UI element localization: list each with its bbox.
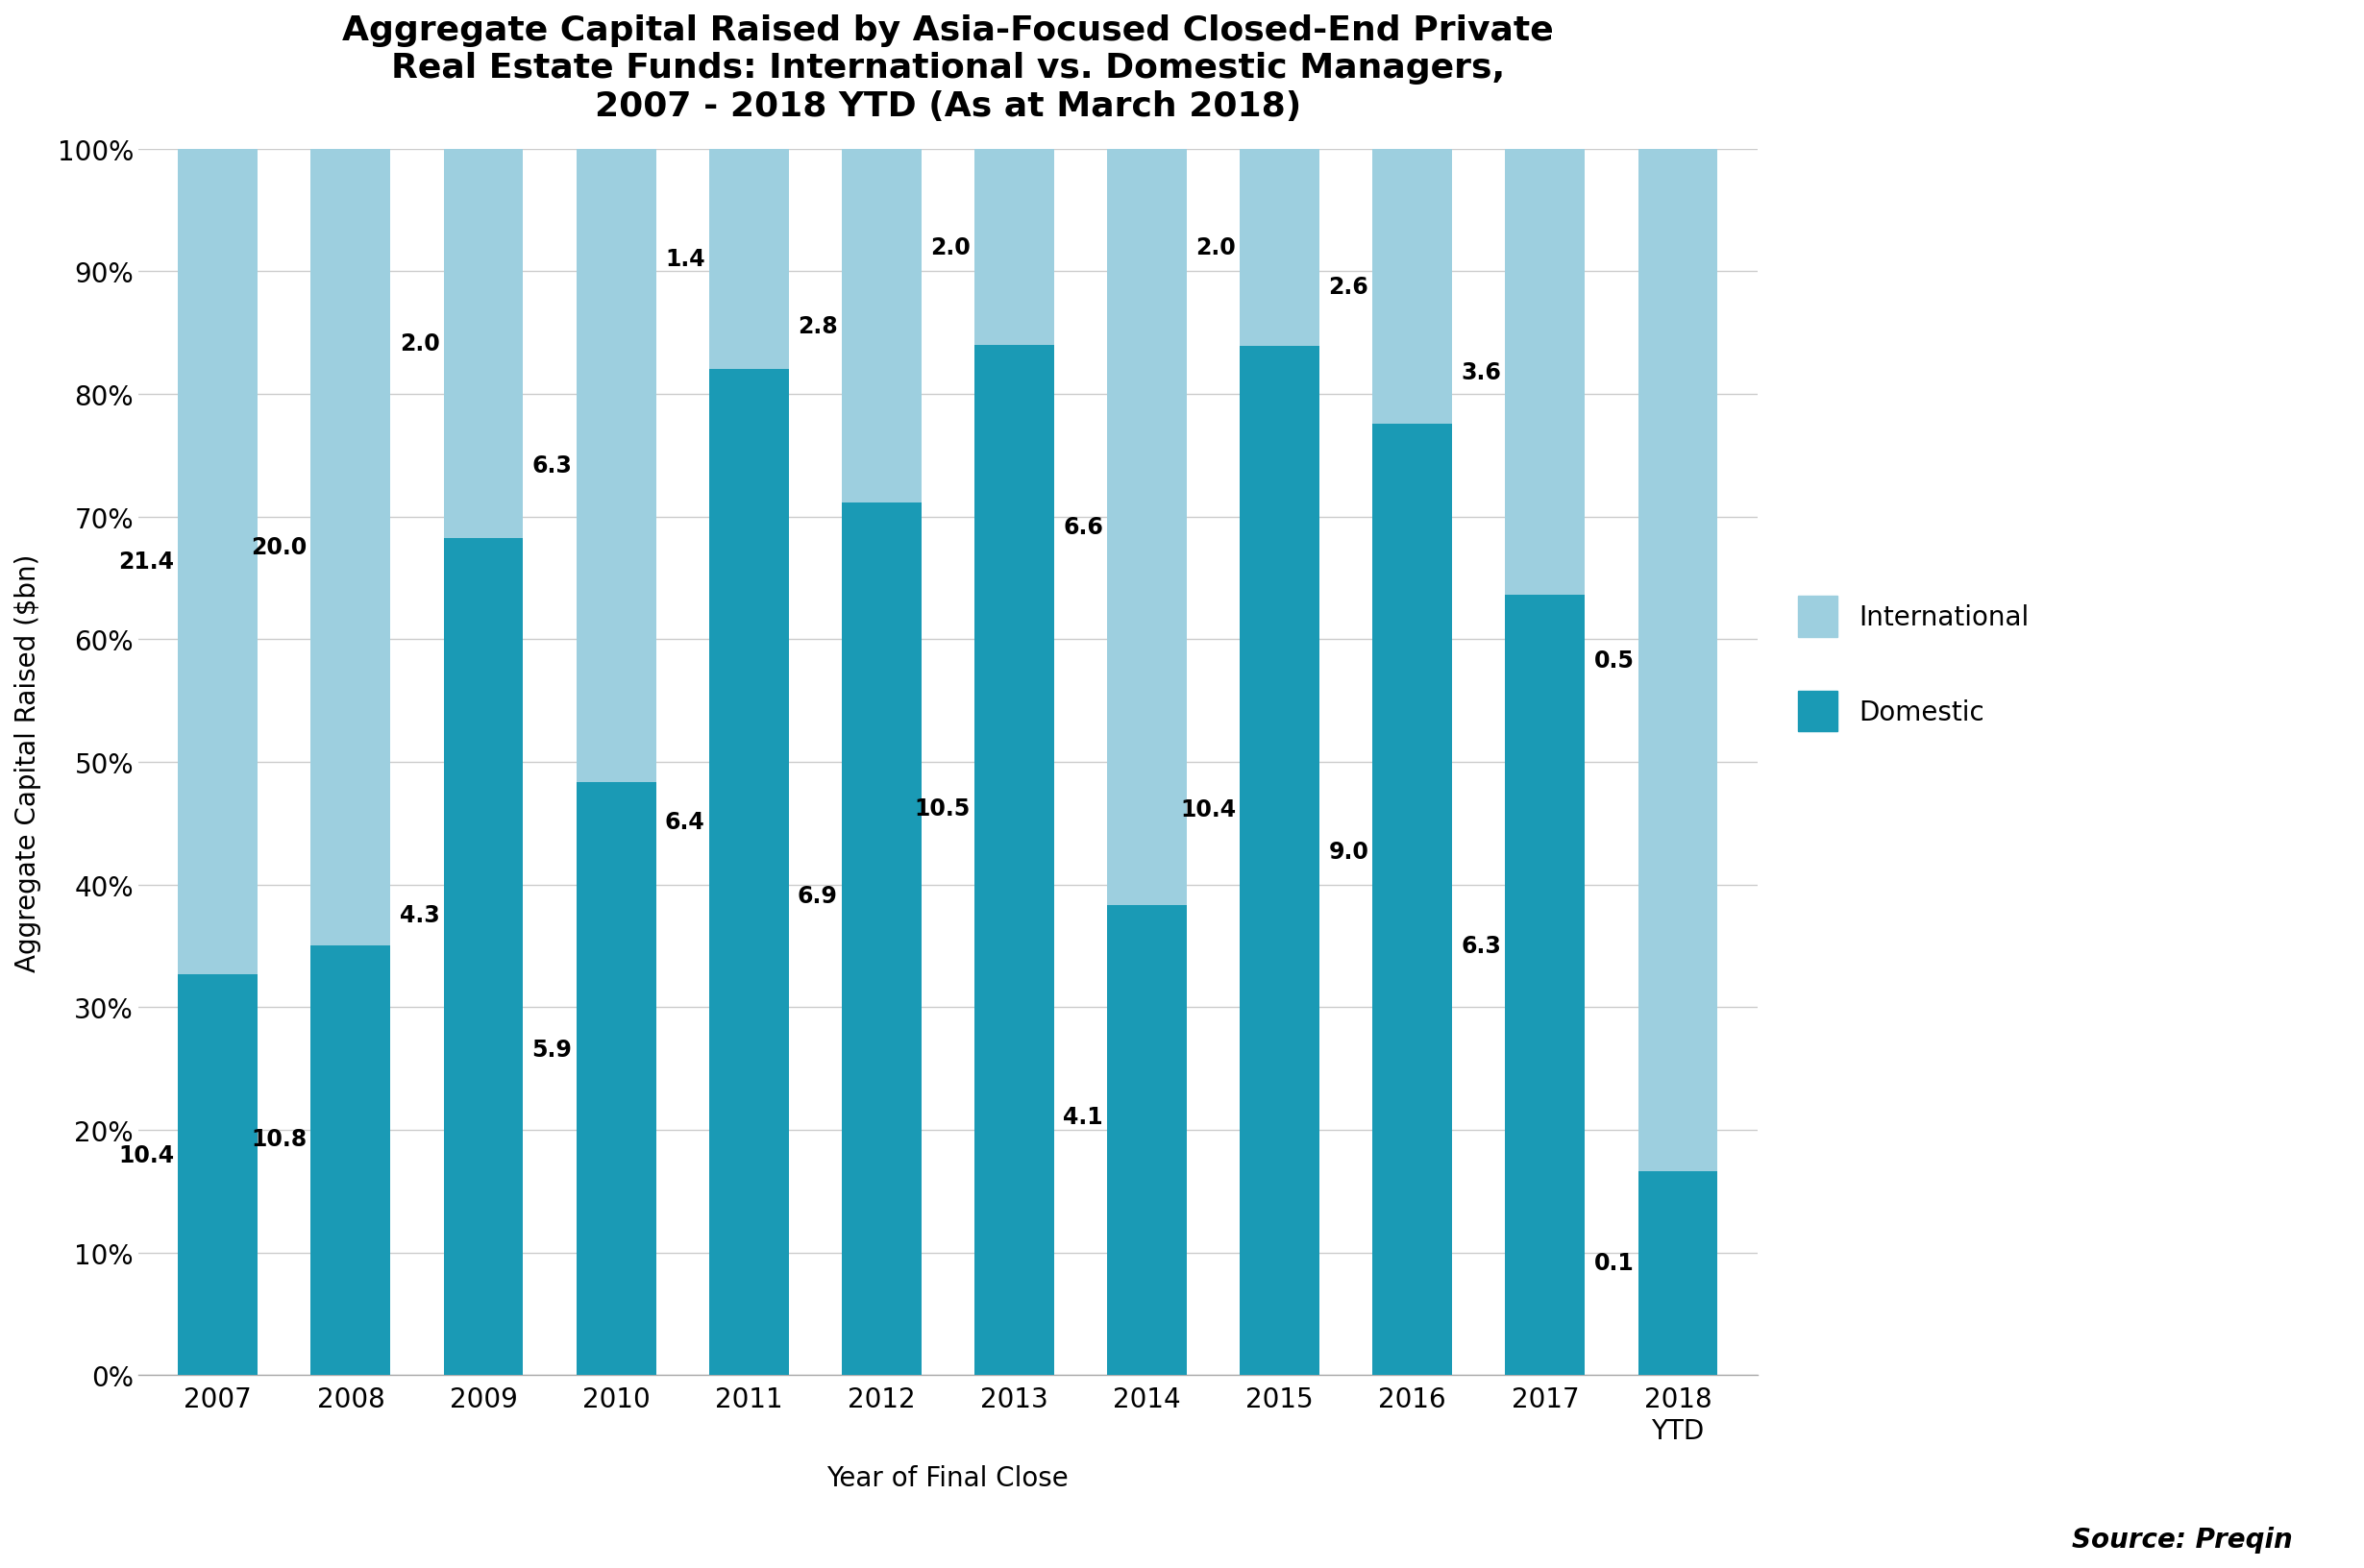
Y-axis label: Aggregate Capital Raised ($bn): Aggregate Capital Raised ($bn) — [14, 554, 40, 971]
Bar — [974, 149, 1054, 345]
Bar — [577, 149, 655, 782]
Text: 9.0: 9.0 — [1329, 840, 1369, 864]
Legend: International, Domestic: International, Domestic — [1787, 586, 2040, 743]
Bar — [1638, 1171, 1719, 1375]
Bar — [1239, 347, 1319, 1375]
Text: 2.0: 2.0 — [1196, 237, 1236, 260]
X-axis label: Year of Final Close: Year of Final Close — [827, 1465, 1069, 1491]
Text: 6.3: 6.3 — [532, 455, 572, 477]
Bar — [1373, 149, 1451, 423]
Text: 6.9: 6.9 — [797, 884, 837, 908]
Bar — [1106, 906, 1187, 1375]
Text: 3.6: 3.6 — [1461, 361, 1501, 384]
Text: 1.4: 1.4 — [664, 248, 704, 271]
Text: 10.8: 10.8 — [251, 1127, 307, 1151]
Bar — [310, 149, 390, 946]
Bar — [444, 149, 522, 538]
Text: 6.3: 6.3 — [1461, 935, 1501, 958]
Text: 2.0: 2.0 — [400, 332, 440, 356]
Bar — [177, 974, 258, 1375]
Text: 10.5: 10.5 — [915, 798, 972, 820]
Text: 2.8: 2.8 — [797, 315, 837, 337]
Bar — [1239, 149, 1319, 347]
Text: 4.3: 4.3 — [400, 903, 440, 927]
Bar — [1506, 596, 1584, 1375]
Text: 10.4: 10.4 — [118, 1143, 175, 1167]
Bar — [842, 149, 922, 503]
Text: 6.6: 6.6 — [1064, 516, 1104, 539]
Bar — [974, 345, 1054, 1375]
Text: 20.0: 20.0 — [251, 536, 307, 558]
Title: Aggregate Capital Raised by Asia-Focused Closed-End Private
Real Estate Funds: I: Aggregate Capital Raised by Asia-Focused… — [343, 14, 1553, 122]
Text: 4.1: 4.1 — [1064, 1105, 1104, 1129]
Bar — [1106, 149, 1187, 906]
Bar — [1373, 423, 1451, 1375]
Text: 2.6: 2.6 — [1329, 276, 1369, 298]
Text: 6.4: 6.4 — [664, 811, 704, 834]
Bar — [1506, 149, 1584, 596]
Bar — [444, 538, 522, 1375]
Bar — [709, 149, 790, 370]
Text: 0.5: 0.5 — [1593, 649, 1634, 671]
Text: 0.1: 0.1 — [1593, 1251, 1634, 1275]
Bar — [177, 149, 258, 974]
Bar — [842, 503, 922, 1375]
Bar — [1638, 149, 1719, 1171]
Text: 10.4: 10.4 — [1180, 798, 1236, 822]
Bar — [310, 946, 390, 1375]
Text: 2.0: 2.0 — [931, 235, 972, 259]
Bar — [709, 370, 790, 1375]
Text: Source: Preqin: Source: Preqin — [2073, 1526, 2293, 1552]
Bar — [577, 782, 655, 1375]
Text: 5.9: 5.9 — [532, 1038, 572, 1060]
Text: 21.4: 21.4 — [118, 550, 175, 574]
